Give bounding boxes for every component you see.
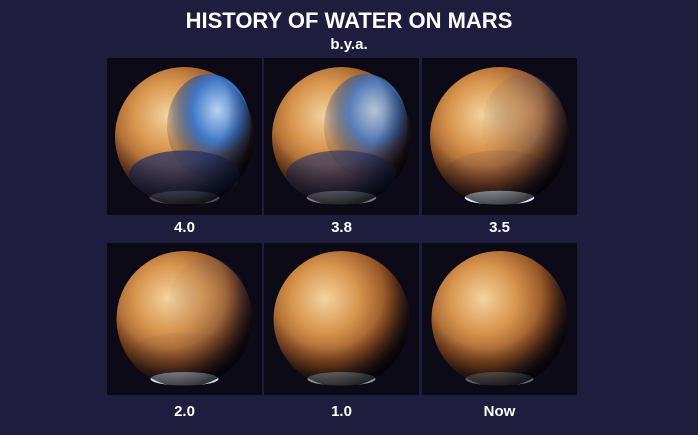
title: HISTORY OF WATER ON MARS bbox=[186, 8, 513, 33]
planet-shade bbox=[430, 67, 569, 206]
planet-shade bbox=[116, 251, 253, 387]
panel: 4.0 bbox=[107, 58, 262, 236]
panel: 3.5 bbox=[422, 58, 577, 236]
planet-shade bbox=[272, 67, 411, 206]
planet-shade bbox=[273, 251, 410, 387]
panel: 3.8 bbox=[264, 58, 419, 236]
panel: 2.0 bbox=[107, 243, 262, 420]
panel-label: 4.0 bbox=[174, 219, 195, 236]
panel-label: 3.8 bbox=[331, 219, 352, 236]
planet-shade bbox=[431, 251, 568, 387]
planet-shade bbox=[115, 67, 254, 206]
panel-label: Now bbox=[484, 403, 516, 420]
subtitle: b.y.a. bbox=[330, 36, 367, 53]
panel: Now bbox=[422, 243, 577, 420]
panel-label: 1.0 bbox=[331, 403, 352, 420]
panel-label: 2.0 bbox=[174, 403, 195, 420]
panel: 1.0 bbox=[264, 243, 419, 420]
panel-label: 3.5 bbox=[489, 219, 510, 236]
